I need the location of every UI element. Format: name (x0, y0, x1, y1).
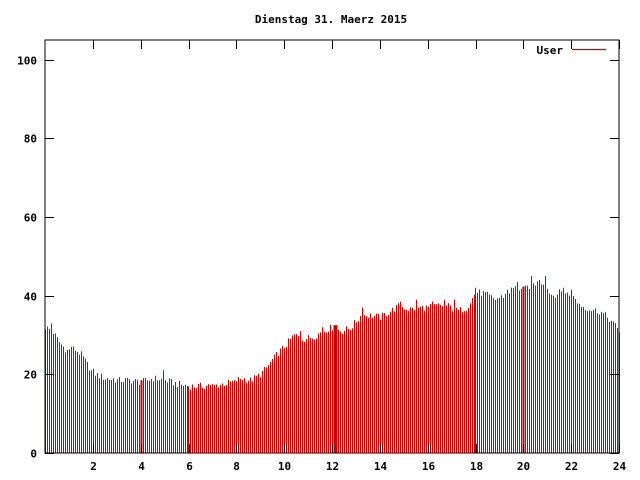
y-tick-label: 80 (24, 133, 37, 146)
bar-series (45, 276, 620, 453)
x-axis: 2 4 6 8 10 12 14 16 18 20 22 24 (90, 40, 626, 473)
x-tick-label: 8 (233, 460, 240, 473)
plot-frame (44, 39, 620, 454)
y-tick-label: 40 (24, 291, 37, 304)
y-tick-label: 0 (30, 448, 37, 461)
x-tick-label: 18 (470, 460, 483, 473)
y-tick-label: 20 (24, 369, 37, 382)
x-tick-label: 16 (422, 460, 436, 473)
legend: User (537, 44, 606, 57)
x-tick-label: 10 (278, 460, 291, 473)
y-tick-label: 60 (24, 212, 37, 225)
x-tick-label: 20 (517, 460, 530, 473)
y-tick-label: 100 (17, 55, 37, 68)
chart-title: Dienstag 31. Maerz 2015 (255, 13, 407, 26)
x-tick-label: 22 (565, 460, 578, 473)
x-tick-label: 6 (186, 460, 193, 473)
y-axis: 0 20 40 60 80 100 (17, 55, 619, 461)
x-tick-label: 4 (138, 460, 145, 473)
legend-label-user: User (537, 44, 564, 57)
x-tick-label: 24 (613, 460, 627, 473)
x-tick-label: 2 (90, 460, 97, 473)
x-tick-label: 12 (326, 460, 339, 473)
x-tick-label: 14 (374, 460, 388, 473)
